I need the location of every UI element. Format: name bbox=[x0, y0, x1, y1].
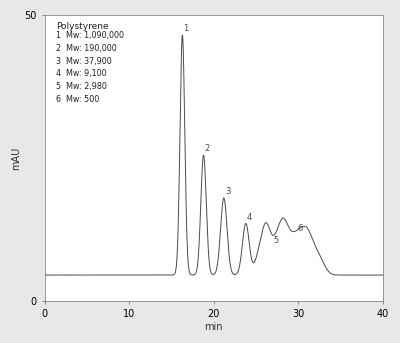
Text: 6: 6 bbox=[297, 224, 303, 233]
Text: 1: 1 bbox=[183, 24, 188, 33]
Text: 5: 5 bbox=[273, 236, 278, 245]
Text: 1  Mw: 1,090,000
2  Mw: 190,000
3  Mw: 37,900
4  Mw: 9,100
5  Mw: 2,980
6  Mw: 5: 1 Mw: 1,090,000 2 Mw: 190,000 3 Mw: 37,9… bbox=[56, 31, 124, 104]
X-axis label: min: min bbox=[204, 322, 223, 332]
Text: 4: 4 bbox=[247, 213, 252, 222]
Text: 2: 2 bbox=[204, 144, 210, 153]
Y-axis label: mAU: mAU bbox=[11, 146, 21, 169]
Text: Polystyrene: Polystyrene bbox=[56, 22, 109, 31]
Text: 3: 3 bbox=[225, 187, 230, 196]
